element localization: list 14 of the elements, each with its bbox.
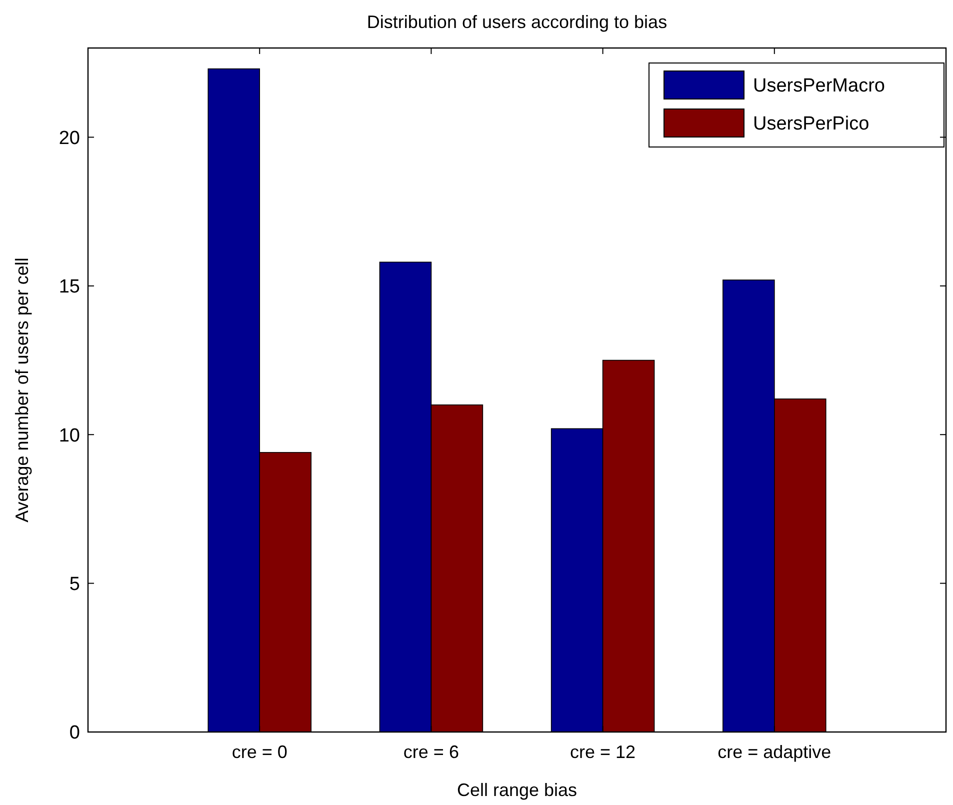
y-axis-title: Average number of users per cell [12, 258, 32, 522]
y-tick-label: 15 [58, 276, 80, 298]
legend-label: UsersPerMacro [753, 76, 885, 97]
y-tick-label: 0 [69, 722, 80, 744]
x-tick-label: cre = 12 [570, 742, 636, 762]
y-tick-label: 5 [69, 574, 80, 595]
x-tick-label: cre = 0 [232, 742, 288, 762]
y-tick-label: 10 [58, 425, 80, 446]
x-tick-label: cre = 6 [403, 742, 459, 762]
legend-label: UsersPerPico [753, 114, 870, 135]
x-axis-title: Cell range bias [456, 780, 578, 800]
y-tick-label: 20 [58, 128, 80, 149]
x-tick-label: cre = adaptive [718, 742, 832, 762]
chart-title: Distribution of users according to bias [366, 12, 668, 32]
